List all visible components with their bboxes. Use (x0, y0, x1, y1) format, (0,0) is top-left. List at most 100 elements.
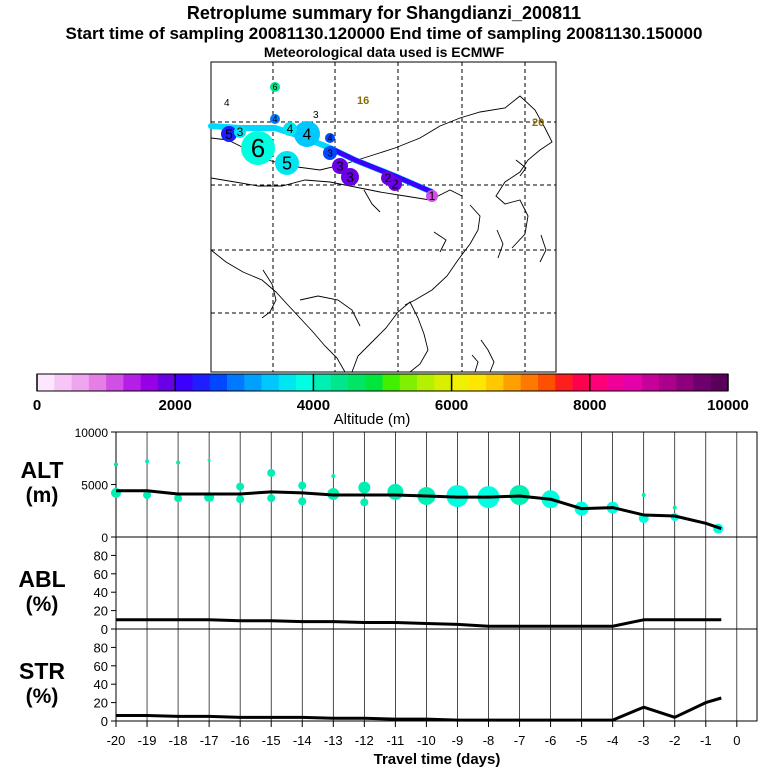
y-tick-label: 60 (94, 659, 108, 674)
colorbar-swatch (382, 374, 401, 391)
panel-frame (115, 536, 758, 630)
plume-cluster-label: 4 (327, 133, 332, 143)
colorbar-swatch (106, 374, 124, 391)
x-tick-label: -19 (138, 733, 157, 748)
y-tick-label: 10000 (75, 426, 109, 440)
colorbar-tick-label: 10000 (707, 397, 749, 414)
scatter-point (174, 494, 183, 503)
plume-cluster (275, 151, 299, 175)
x-tick-label: -11 (386, 733, 404, 748)
x-tick-label: -12 (355, 733, 374, 748)
scatter-point (360, 498, 369, 507)
x-tick-label: -6 (545, 733, 557, 748)
plume-cluster-label: 3 (346, 169, 354, 185)
colorbar-swatch (468, 374, 487, 391)
plume-cluster-label: 3 (237, 125, 244, 139)
scatter-point (641, 493, 646, 497)
scatter-point (176, 460, 181, 465)
scatter-point (114, 462, 118, 467)
x-tick-label: -8 (483, 733, 495, 748)
plume-cluster (341, 168, 359, 186)
y-tick-label: 0 (101, 531, 108, 545)
colorbar-swatch (451, 374, 470, 391)
plume-cluster (221, 126, 237, 142)
plume-cluster-label: 5 (282, 153, 292, 173)
series-line-str (116, 696, 722, 722)
colorbar-swatch (261, 374, 280, 391)
scatter-point (358, 481, 371, 494)
colorbar-tick-label: 2000 (159, 397, 192, 414)
panel-alt: 0 5000 10000 ALT(m) (20, 426, 758, 545)
panel-frame (115, 628, 758, 722)
series-line-abl (116, 618, 722, 628)
plume-track-low (328, 145, 433, 195)
time-series-panels: 0500010000ALT(m)020406080ABL(%)020406080… (18, 426, 758, 729)
x-tick-label: 0 (733, 733, 740, 748)
colorbar-swatch (693, 374, 712, 391)
x-tick-label: -2 (669, 733, 681, 748)
map-label-20: 20 (532, 117, 544, 129)
x-tick-label: -7 (514, 733, 526, 748)
colorbar-swatch (641, 374, 660, 391)
colorbar-swatch (365, 374, 383, 391)
colorbar-swatch (347, 374, 366, 391)
scatter-point (298, 497, 307, 506)
colorbar-swatch (417, 374, 435, 391)
colorbar-swatch (278, 374, 297, 391)
plume-cluster (325, 133, 335, 143)
sampling-times: Start time of sampling 20081130.120000 E… (65, 24, 703, 43)
panel-label: ALT (20, 457, 63, 483)
scatter-point (236, 495, 245, 504)
x-tick-label: -13 (324, 733, 343, 748)
colorbar-tick-label: 0 (33, 397, 41, 414)
plume-cluster-label: 1 (429, 189, 436, 203)
colorbar-swatch (607, 374, 625, 391)
colorbar-swatch (624, 374, 642, 391)
map-coastlines (210, 95, 553, 373)
plume-cluster (283, 122, 297, 136)
plume-cluster-label: 6 (251, 133, 265, 163)
plume-cluster-label: 2 (391, 177, 398, 192)
meteo-source: Meteorological data used is ECMWF (263, 44, 505, 60)
panel-label: STR (19, 658, 65, 684)
plume-cluster (241, 131, 275, 165)
plume-cluster-label: 5 (225, 126, 233, 142)
panel-str: 0 20 40 60 80 STR(%) (19, 628, 758, 729)
plume-cluster-label: 2 (385, 171, 392, 185)
colorbar-swatch (330, 374, 349, 391)
colorbar-swatch (537, 374, 556, 391)
plume-cluster (332, 158, 348, 174)
plume-cluster (270, 82, 280, 92)
scatter-point (145, 459, 150, 464)
colorbar-swatch (209, 374, 228, 391)
x-tick-label: -20 (107, 733, 126, 748)
plume-cluster (381, 171, 395, 185)
colorbar-tick-label: 6000 (435, 397, 468, 414)
altitude-colorbar (36, 373, 729, 392)
x-tick-label: -16 (231, 733, 250, 748)
y-tick-label: 0 (101, 714, 108, 729)
y-tick-label: 60 (94, 567, 108, 582)
x-tick-label: -1 (700, 733, 712, 748)
plume-cluster (426, 190, 438, 202)
plume-cluster (234, 126, 246, 138)
x-tick-label: -10 (417, 733, 436, 748)
y-tick-label: 5000 (81, 479, 108, 493)
colorbar-tick-label: 8000 (573, 397, 606, 414)
colorbar-swatch (37, 374, 55, 391)
y-tick-label: 80 (94, 548, 108, 563)
plume-cluster (294, 121, 320, 147)
x-tick-label: -15 (262, 733, 281, 748)
colorbar-swatch (140, 374, 159, 391)
panel-abl: 0 20 40 60 80 ABL(%) (18, 536, 758, 637)
scatter-point (143, 491, 152, 499)
y-tick-label: 40 (94, 677, 108, 692)
colorbar-tick-label: 4000 (297, 397, 330, 414)
y-tick-label: 0 (101, 622, 108, 637)
y-tick-label: 20 (94, 604, 108, 619)
colorbar-swatch (658, 374, 677, 391)
colorbar-swatch (192, 374, 211, 391)
plume-cluster (270, 114, 280, 124)
colorbar-swatch (296, 374, 314, 391)
map-label-4a: 4 (224, 98, 230, 109)
